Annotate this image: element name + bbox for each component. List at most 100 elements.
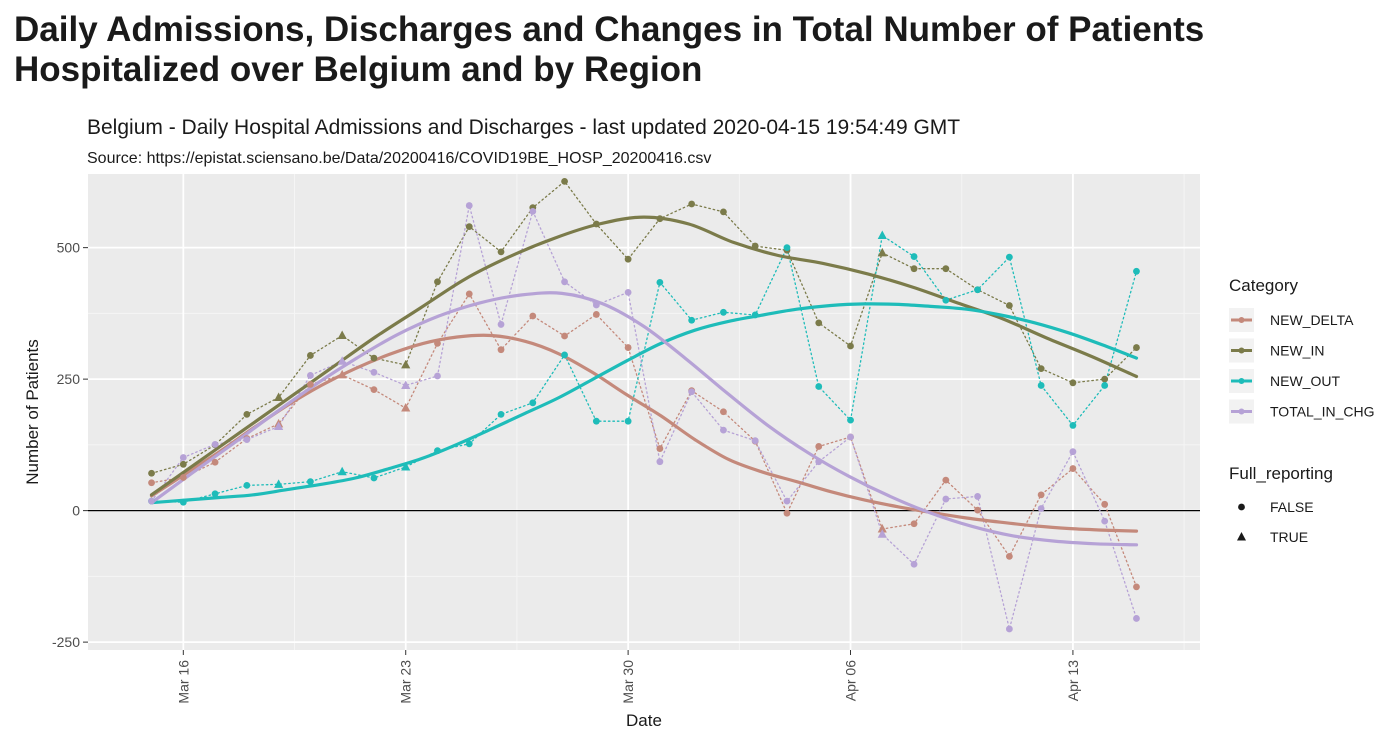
data-point-NEW_DELTA bbox=[1037, 491, 1045, 499]
x-tick-label: Mar 30 bbox=[620, 660, 636, 704]
data-point-NEW_OUT bbox=[434, 447, 441, 455]
data-point-NEW_IN bbox=[401, 359, 411, 369]
data-point-TOTAL_IN_CHG bbox=[1133, 615, 1140, 622]
data-point-NEW_DELTA bbox=[529, 312, 537, 320]
data-point-TOTAL_IN_CHG bbox=[179, 454, 187, 461]
data-point-NEW_IN bbox=[307, 352, 314, 359]
data-point-NEW_DELTA bbox=[910, 520, 918, 528]
data-point-TOTAL_IN_CHG bbox=[688, 388, 696, 396]
data-point-NEW_OUT bbox=[1037, 382, 1045, 389]
legend-category-title: Category bbox=[1229, 276, 1298, 295]
legend-key-point bbox=[1238, 378, 1245, 384]
data-point-NEW_DELTA bbox=[401, 403, 411, 412]
data-point-NEW_OUT bbox=[465, 440, 473, 448]
series-dotted-TOTAL_IN_CHG bbox=[150, 205, 1138, 630]
data-point-NEW_OUT bbox=[720, 308, 727, 316]
data-point-NEW_IN bbox=[656, 215, 664, 223]
data-point-NEW_DELTA bbox=[1005, 552, 1013, 560]
data-point-TOTAL_IN_CHG bbox=[1069, 448, 1077, 456]
data-point-NEW_IN bbox=[274, 392, 284, 402]
data-point-NEW_DELTA bbox=[592, 311, 600, 318]
data-point-TOTAL_IN_CHG bbox=[656, 458, 664, 466]
legend-label-NEW_DELTA: NEW_DELTA bbox=[1270, 312, 1354, 328]
x-tick-label: Apr 06 bbox=[843, 660, 859, 701]
x-axis-label: Date bbox=[626, 711, 662, 730]
data-point-NEW_OUT bbox=[307, 478, 314, 486]
data-point-NEW_DELTA bbox=[211, 458, 219, 466]
data-point-NEW_OUT bbox=[561, 351, 568, 359]
data-point-TOTAL_IN_CHG bbox=[910, 560, 918, 568]
data-point-TOTAL_IN_CHG bbox=[401, 380, 411, 389]
y-tick-label: -250 bbox=[52, 634, 80, 650]
data-point-NEW_OUT bbox=[688, 316, 696, 324]
series-smooth-TOTAL_IN_CHG bbox=[149, 291, 1139, 547]
data-point-NEW_OUT bbox=[783, 244, 791, 252]
data-point-NEW_IN bbox=[337, 330, 347, 339]
x-tick-label: Mar 23 bbox=[398, 660, 414, 704]
series-smooth-NEW_DELTA bbox=[149, 333, 1139, 533]
series-smooth-NEW_IN bbox=[149, 215, 1139, 497]
data-point-TOTAL_IN_CHG bbox=[465, 202, 473, 209]
legend-key-point bbox=[1238, 317, 1245, 323]
data-point-NEW_DELTA bbox=[465, 290, 473, 298]
data-point-TOTAL_IN_CHG bbox=[847, 433, 854, 441]
data-point-NEW_IN bbox=[434, 278, 441, 286]
data-point-NEW_OUT bbox=[1101, 382, 1109, 389]
data-point-NEW_IN bbox=[720, 208, 727, 216]
legend: Category NEW_DELTA NEW_IN NEW_OUT TOTAL_IN_… bbox=[1229, 276, 1375, 545]
plot-panel bbox=[88, 174, 1200, 650]
data-point-TOTAL_IN_CHG bbox=[307, 372, 314, 379]
data-point-NEW_DELTA bbox=[783, 509, 791, 517]
data-point-NEW_IN bbox=[815, 319, 823, 327]
data-point-NEW_OUT bbox=[1069, 422, 1077, 429]
chart-subtitle: Source: https://epistat.sciensano.be/Dat… bbox=[87, 150, 711, 167]
data-point-NEW_IN bbox=[497, 248, 505, 256]
data-point-NEW_DELTA bbox=[497, 346, 505, 354]
data-point-TOTAL_IN_CHG bbox=[751, 437, 759, 445]
data-point-TOTAL_IN_CHG bbox=[877, 529, 887, 538]
x-tick-label: Apr 13 bbox=[1065, 660, 1081, 701]
y-axis-label: Number of Patients bbox=[23, 339, 42, 485]
data-point-TOTAL_IN_CHG bbox=[434, 372, 441, 380]
y-tick-label: 0 bbox=[72, 503, 80, 519]
data-point-NEW_DELTA bbox=[624, 344, 632, 351]
data-point-TOTAL_IN_CHG bbox=[942, 495, 950, 503]
data-point-NEW_IN bbox=[688, 200, 696, 208]
legend-label-TOTAL_IN_CHG: TOTAL_IN_CHG bbox=[1270, 404, 1375, 420]
data-point-TOTAL_IN_CHG bbox=[337, 356, 347, 365]
data-point-NEW_OUT bbox=[401, 461, 411, 471]
data-point-NEW_IN bbox=[243, 410, 251, 418]
data-point-NEW_DELTA bbox=[307, 380, 314, 388]
series-dotted-NEW_IN bbox=[150, 180, 1138, 474]
data-point-NEW_OUT bbox=[497, 410, 505, 418]
data-point-NEW_IN bbox=[624, 255, 632, 263]
data-point-TOTAL_IN_CHG bbox=[529, 207, 537, 215]
data-point-NEW_OUT bbox=[211, 490, 219, 498]
data-point-NEW_OUT bbox=[1133, 267, 1140, 275]
data-point-NEW_OUT bbox=[910, 253, 918, 260]
data-point-NEW_OUT bbox=[815, 383, 823, 390]
data-point-NEW_DELTA bbox=[337, 369, 347, 379]
data-point-TOTAL_IN_CHG bbox=[1101, 517, 1109, 525]
data-point-NEW_OUT bbox=[877, 230, 887, 240]
data-point-TOTAL_IN_CHG bbox=[561, 278, 568, 286]
legend-label-FALSE: FALSE bbox=[1270, 499, 1314, 515]
data-point-NEW_DELTA bbox=[370, 386, 378, 394]
data-point-NEW_DELTA bbox=[720, 408, 727, 416]
data-point-TOTAL_IN_CHG bbox=[148, 497, 155, 505]
data-point-NEW_IN bbox=[1069, 379, 1077, 387]
data-point-NEW_OUT bbox=[1005, 253, 1013, 261]
data-point-NEW_IN bbox=[592, 220, 600, 228]
data-point-NEW_DELTA bbox=[1069, 465, 1077, 472]
data-point-NEW_OUT bbox=[337, 466, 347, 476]
data-point-TOTAL_IN_CHG bbox=[211, 440, 219, 448]
data-point-NEW_IN bbox=[1037, 365, 1045, 373]
data-point-NEW_OUT bbox=[656, 278, 664, 286]
axes: -250 0 250 500 Mar 16 Mar 23 Mar 30 Apr 06 Apr 1… bbox=[52, 240, 1081, 704]
data-point-NEW_DELTA bbox=[434, 339, 441, 347]
data-point-NEW_DELTA bbox=[942, 476, 950, 484]
data-point-TOTAL_IN_CHG bbox=[592, 301, 600, 309]
data-point-NEW_OUT bbox=[974, 286, 981, 294]
data-point-NEW_OUT bbox=[179, 498, 187, 506]
